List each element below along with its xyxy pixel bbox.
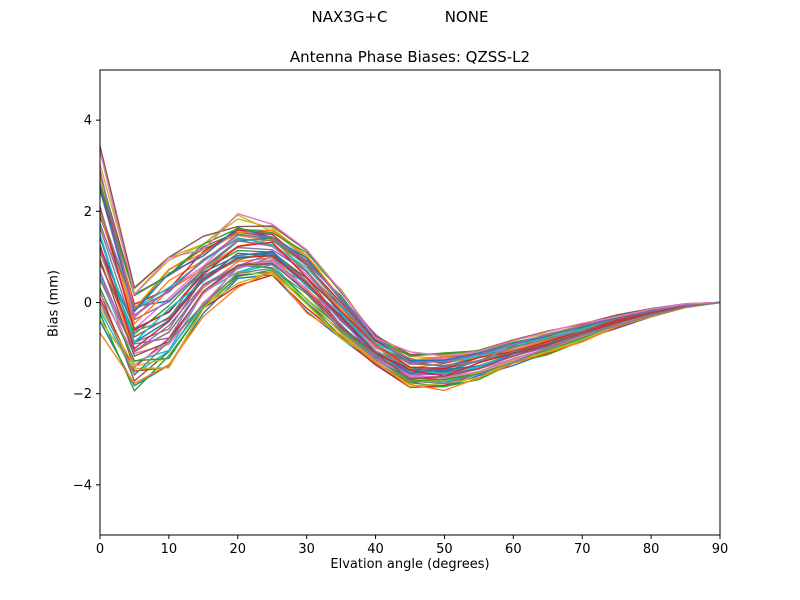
x-tick-label: 60	[505, 542, 522, 557]
y-tick-label: 4	[84, 114, 92, 129]
series-line	[99, 206, 721, 370]
y-tick-label: −4	[73, 478, 92, 493]
series-line	[99, 188, 721, 361]
x-tick-label: 30	[298, 542, 315, 557]
x-tick-label: 50	[436, 542, 453, 557]
series-line	[99, 263, 721, 376]
x-tick-label: 40	[367, 542, 384, 557]
series-line	[99, 209, 721, 366]
axes-title: Antenna Phase Biases: QZSS-L2	[289, 48, 531, 66]
x-tick-label: 70	[574, 542, 591, 557]
series-line	[99, 150, 721, 357]
figure-suptitle: NAX3G+C NONE	[311, 8, 489, 26]
series-line	[99, 174, 721, 362]
series-line	[99, 145, 721, 356]
x-axis-label: Elvation angle (degrees)	[330, 557, 490, 572]
series-line	[99, 258, 721, 380]
x-tick-label: 10	[161, 542, 178, 557]
series-line	[99, 267, 721, 385]
y-tick-label: 2	[84, 205, 92, 220]
series-line	[99, 188, 721, 362]
axes-spines	[99, 69, 721, 536]
series-line	[99, 244, 721, 377]
x-tick-label: 80	[643, 542, 660, 557]
x-tick-label: 20	[230, 542, 247, 557]
x-tick-label: 0	[96, 542, 104, 557]
series-line	[99, 270, 721, 392]
y-tick-label: 0	[84, 296, 92, 311]
y-tick-label: −2	[73, 387, 92, 402]
x-tick-label: 90	[712, 542, 729, 557]
y-axis-label: Bias (mm)	[46, 270, 62, 337]
